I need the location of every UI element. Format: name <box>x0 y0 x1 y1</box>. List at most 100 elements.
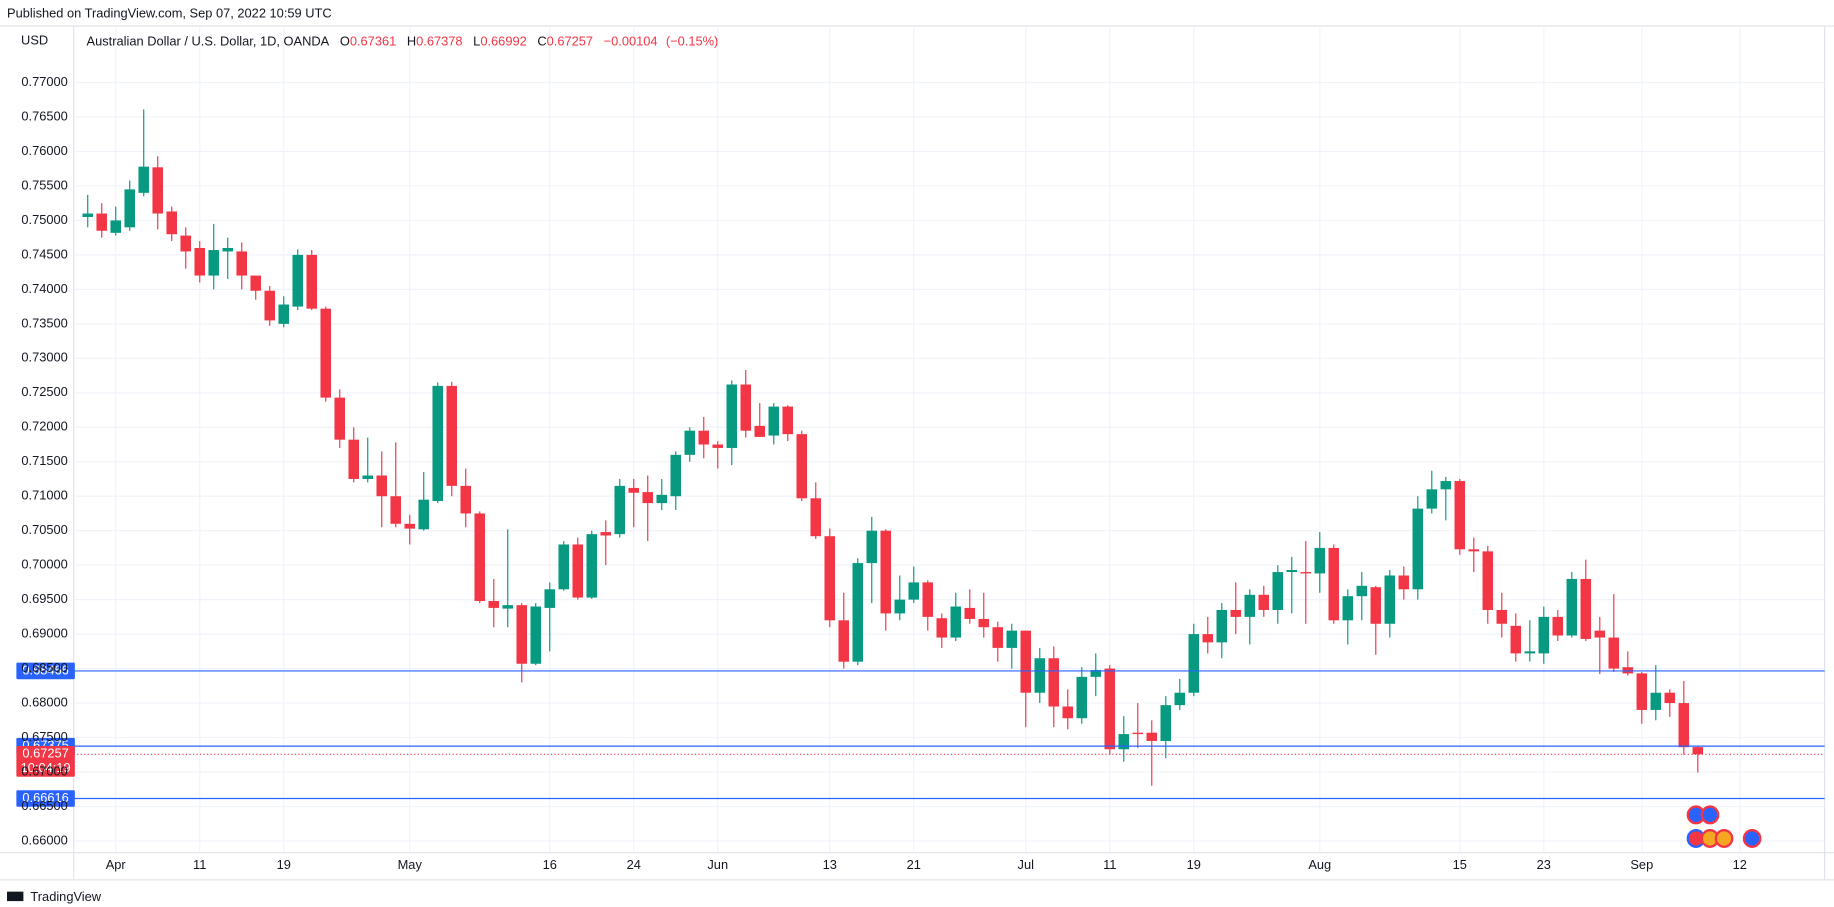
candle-body <box>964 607 976 619</box>
y-tick-label: 0.66000 <box>21 832 67 847</box>
candle-body <box>1538 616 1550 654</box>
candle-body <box>432 385 444 502</box>
price-label-box <box>16 790 75 807</box>
y-tick-label: 0.68500 <box>21 660 67 675</box>
y-tick-label: 0.75500 <box>21 177 67 192</box>
candle-body <box>1412 508 1424 590</box>
candle-body <box>1258 594 1270 610</box>
candle-body <box>250 275 261 291</box>
y-tick-label: 0.71500 <box>21 453 67 468</box>
y-tick-label: 0.76500 <box>21 108 67 123</box>
candle-body <box>418 499 430 530</box>
x-tick-label: 23 <box>1537 857 1551 872</box>
x-tick-label: 19 <box>1187 857 1201 872</box>
y-tick-label: 0.76000 <box>21 143 67 158</box>
x-tick-label: 19 <box>277 857 291 872</box>
candle-body <box>894 599 906 614</box>
candle-body <box>390 496 402 524</box>
candle-body <box>754 425 766 437</box>
y-tick-label: 0.67500 <box>21 729 67 744</box>
x-tick-label: 13 <box>823 857 837 872</box>
candle-body <box>1216 609 1228 643</box>
candle-body <box>1370 587 1382 624</box>
x-tick-label: 24 <box>627 857 641 872</box>
y-tick-label: 0.77000 <box>21 74 67 89</box>
symbol-title: Australian Dollar / U.S. Dollar, 1D, OAN… <box>87 34 330 49</box>
candle-body <box>614 485 626 535</box>
legend: Australian Dollar / U.S. Dollar, 1D, OAN… <box>87 34 719 49</box>
candle-body <box>1244 594 1256 617</box>
change-percent: (−0.15%) <box>666 34 718 49</box>
candle-body <box>1566 578 1578 636</box>
y-tick-label: 0.70000 <box>21 557 67 572</box>
x-tick-label: Jun <box>707 857 728 872</box>
candle-body <box>208 250 219 276</box>
candle-body <box>866 530 878 564</box>
y-tick-label: 0.73000 <box>21 350 67 365</box>
candle-body <box>740 384 752 431</box>
y-tick-label: 0.72000 <box>21 419 67 434</box>
y-tick-label: 0.66500 <box>21 798 67 813</box>
x-tick-label: 15 <box>1453 857 1467 872</box>
candle-body <box>278 304 289 324</box>
candle-body <box>474 513 486 602</box>
y-tick-label: 0.69500 <box>21 591 67 606</box>
candle-body <box>950 606 962 638</box>
candle-body <box>530 606 542 664</box>
currency-label: USD <box>21 33 48 48</box>
published-note: Published on TradingView.com, Sep 07, 20… <box>7 6 332 21</box>
brand-logo <box>7 891 24 902</box>
candle-body <box>1524 651 1536 654</box>
candle-body <box>110 220 121 233</box>
ohlc-key: C <box>537 34 546 49</box>
last-price-box <box>16 746 75 777</box>
candle-body <box>544 589 556 608</box>
y-tick-label: 0.72500 <box>21 384 67 399</box>
candle-body <box>1314 547 1326 574</box>
candle-body <box>1020 630 1032 693</box>
candle-body <box>1608 637 1620 669</box>
candle-body <box>96 213 107 231</box>
ohlc-value: 0.67361 <box>350 34 396 49</box>
candle-body <box>1076 676 1088 719</box>
candle-body <box>166 211 177 235</box>
candle-body <box>1384 575 1396 624</box>
event-icon <box>1742 829 1762 848</box>
candle-body <box>880 530 892 614</box>
y-tick-label: 0.67000 <box>21 763 67 778</box>
candle-body <box>558 544 570 590</box>
candle-body <box>1398 575 1410 590</box>
candle-body <box>1230 609 1242 617</box>
candle-body <box>82 213 93 217</box>
candle-body <box>1678 703 1690 748</box>
candle-body <box>838 620 850 662</box>
candle-body <box>1692 747 1704 755</box>
candle-body <box>1580 578 1592 639</box>
y-tick-label: 0.73500 <box>21 315 67 330</box>
price-label-box <box>16 662 75 680</box>
candle-body <box>1328 547 1340 621</box>
candle-body <box>488 601 500 608</box>
candle-body <box>712 444 724 448</box>
candle-body <box>1342 596 1354 621</box>
candle-body <box>642 492 654 504</box>
event-icons <box>1686 805 1762 848</box>
candle-body <box>1286 569 1298 573</box>
candle-body <box>908 582 920 600</box>
candle-body <box>684 430 696 455</box>
ohlc-key: L <box>473 34 480 49</box>
candle-body <box>1622 667 1634 674</box>
candle-body <box>572 544 584 598</box>
candle-body <box>1356 585 1368 597</box>
candle-body <box>516 605 528 664</box>
candle-body <box>936 618 948 638</box>
candle-body <box>1552 616 1564 636</box>
ohlc-key: H <box>407 34 416 49</box>
candle-body <box>1160 705 1172 741</box>
candle-body <box>1132 732 1144 735</box>
price-label: 0.68466 <box>22 662 68 677</box>
ohlc-key: O <box>340 34 350 49</box>
